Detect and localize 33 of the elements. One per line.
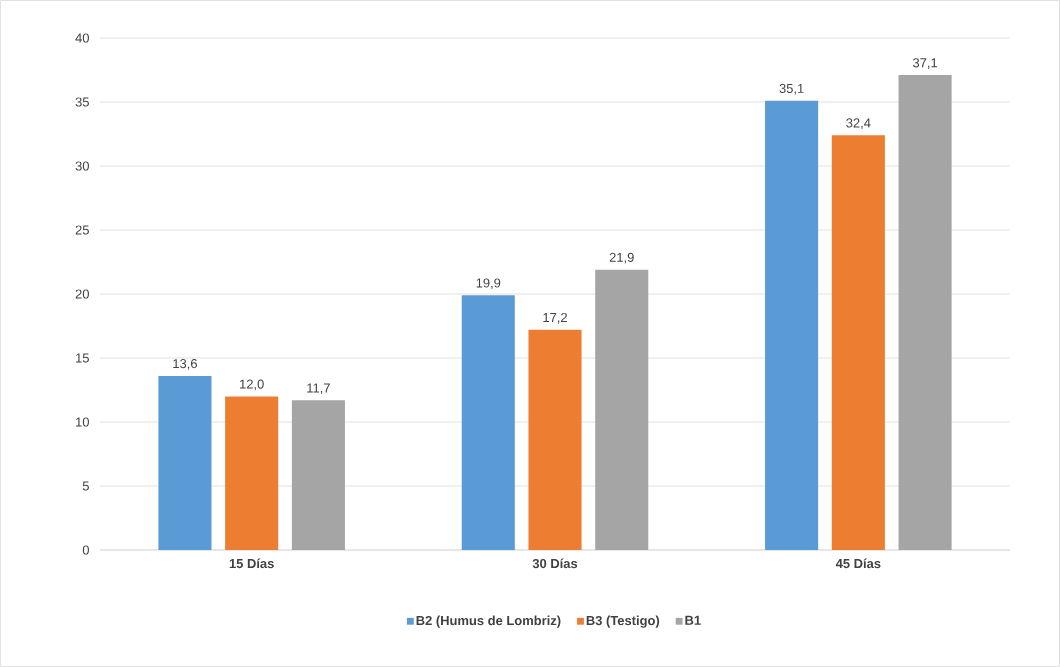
data-label: 35,1 [779,83,804,95]
data-label: 13,6 [173,359,197,370]
legend-label: B3 (Testigo) [586,615,660,628]
y-tick-label: 0 [82,545,89,555]
y-tick-label: 30 [75,161,89,171]
data-label: 37,1 [912,58,938,69]
y-tick-label: 25 [75,225,89,235]
bar [528,329,582,550]
bar [595,269,649,550]
data-label: 19,9 [476,278,501,290]
bar [831,135,885,550]
bar [225,396,279,550]
bar [291,400,345,550]
y-tick-label: 40 [75,33,89,43]
data-label: 11,7 [307,383,330,395]
y-tick-label: 5 [82,481,89,491]
data-label: 12,0 [240,379,264,391]
y-tick-label: 10 [76,417,89,427]
y-tick-label: 20 [75,289,89,299]
x-tick-label: 45 Días [835,558,881,569]
legend-label: B1 [685,615,701,625]
data-label: 17,2 [543,312,567,324]
x-tick-label: 30 Días [532,558,578,569]
y-tick-label: 15 [76,353,89,363]
bar [158,375,212,550]
x-tick-label: 15 Días [229,558,274,569]
data-label: 32,4 [846,118,871,130]
bar [898,75,952,550]
legend-label: B2 (Humus de Lombriz) [416,615,561,628]
bar [461,295,515,550]
bar [765,100,819,550]
y-tick-label: 35 [75,97,89,107]
data-label: 21,9 [609,252,634,264]
